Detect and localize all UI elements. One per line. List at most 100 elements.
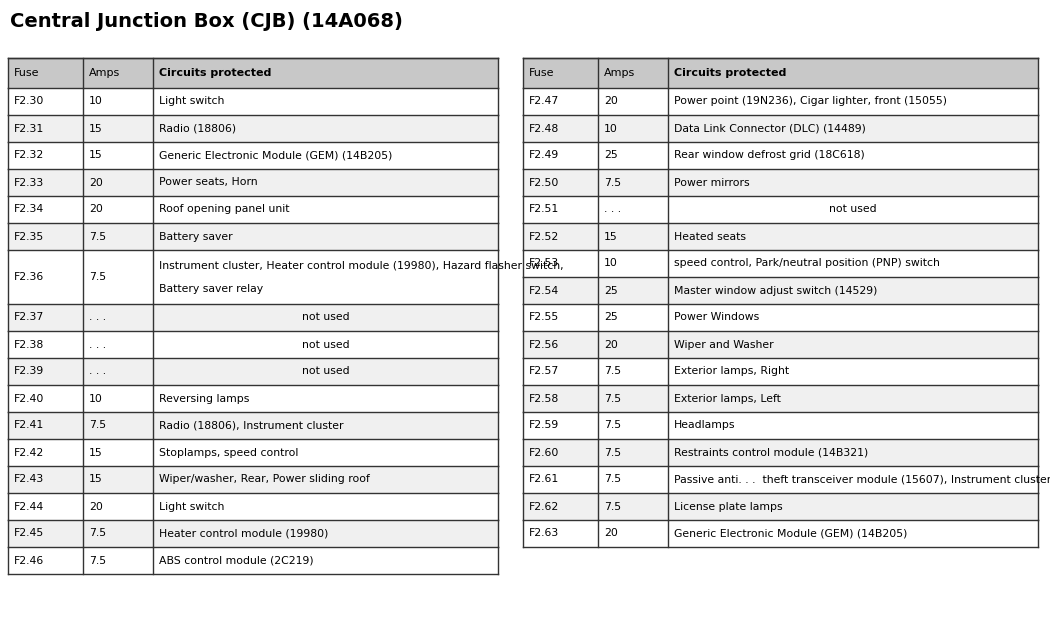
Bar [523, 277, 1038, 304]
Text: F2.31: F2.31 [14, 123, 44, 134]
Text: 20: 20 [89, 178, 103, 188]
Text: F2.35: F2.35 [14, 231, 44, 241]
Bar [8, 520, 498, 547]
Text: F2.61: F2.61 [529, 474, 560, 484]
Text: 7.5: 7.5 [604, 447, 622, 457]
Text: Circuits protected: Circuits protected [674, 68, 786, 78]
Text: 7.5: 7.5 [604, 367, 622, 377]
Text: 15: 15 [604, 231, 617, 241]
Text: F2.32: F2.32 [14, 151, 44, 161]
Text: Power seats, Horn: Power seats, Horn [159, 178, 257, 188]
Text: 7.5: 7.5 [604, 394, 622, 403]
Text: not used: not used [830, 205, 877, 214]
Text: F2.62: F2.62 [529, 501, 560, 512]
Text: F2.48: F2.48 [529, 123, 560, 134]
Text: F2.63: F2.63 [529, 529, 560, 539]
Text: 7.5: 7.5 [89, 231, 106, 241]
Bar [523, 223, 1038, 250]
Text: F2.52: F2.52 [529, 231, 560, 241]
Text: not used: not used [301, 367, 350, 377]
Bar [8, 358, 498, 385]
Text: 15: 15 [89, 123, 103, 134]
Bar [8, 58, 498, 88]
Text: F2.33: F2.33 [14, 178, 44, 188]
Text: 7.5: 7.5 [89, 420, 106, 430]
Bar [8, 331, 498, 358]
Bar [523, 88, 1038, 115]
Bar [8, 196, 498, 223]
Text: F2.49: F2.49 [529, 151, 560, 161]
Text: Power Windows: Power Windows [674, 312, 759, 323]
Bar [523, 115, 1038, 142]
Bar [523, 385, 1038, 412]
Bar [523, 358, 1038, 385]
Text: 20: 20 [89, 205, 103, 214]
Bar [523, 520, 1038, 547]
Text: F2.42: F2.42 [14, 447, 44, 457]
Text: . . .: . . . [89, 340, 106, 350]
Text: Generic Electronic Module (GEM) (14B205): Generic Electronic Module (GEM) (14B205) [674, 529, 907, 539]
Text: Fuse: Fuse [14, 68, 40, 78]
Text: 25: 25 [604, 285, 617, 295]
Text: F2.40: F2.40 [14, 394, 44, 403]
Text: Passive anti. . .  theft transceiver module (15607), Instrument cluster: Passive anti. . . theft transceiver modu… [674, 474, 1050, 484]
Text: . . .: . . . [89, 367, 106, 377]
Text: Radio (18806), Instrument cluster: Radio (18806), Instrument cluster [159, 420, 343, 430]
Text: Wiper and Washer: Wiper and Washer [674, 340, 774, 350]
Text: F2.55: F2.55 [529, 312, 560, 323]
Bar [8, 169, 498, 196]
Bar [523, 58, 1038, 88]
Bar [523, 142, 1038, 169]
Text: . . .: . . . [604, 205, 622, 214]
Text: Power mirrors: Power mirrors [674, 178, 750, 188]
Text: Rear window defrost grid (18C618): Rear window defrost grid (18C618) [674, 151, 865, 161]
Text: F2.59: F2.59 [529, 420, 560, 430]
Bar [8, 412, 498, 439]
Text: 15: 15 [89, 151, 103, 161]
Text: 25: 25 [604, 151, 617, 161]
Bar [8, 547, 498, 574]
Text: 15: 15 [89, 447, 103, 457]
Bar [523, 304, 1038, 331]
Text: 7.5: 7.5 [89, 529, 106, 539]
Text: F2.36: F2.36 [14, 272, 44, 282]
Text: Master window adjust switch (14529): Master window adjust switch (14529) [674, 285, 878, 295]
Bar [523, 493, 1038, 520]
Text: F2.38: F2.38 [14, 340, 44, 350]
Text: F2.37: F2.37 [14, 312, 44, 323]
Text: 20: 20 [89, 501, 103, 512]
Text: F2.34: F2.34 [14, 205, 44, 214]
Bar [523, 331, 1038, 358]
Text: 10: 10 [89, 96, 103, 106]
Text: 7.5: 7.5 [604, 420, 622, 430]
Text: F2.50: F2.50 [529, 178, 560, 188]
Text: F2.45: F2.45 [14, 529, 44, 539]
Bar [8, 439, 498, 466]
Bar [523, 250, 1038, 277]
Text: Amps: Amps [89, 68, 121, 78]
Bar [523, 439, 1038, 466]
Text: F2.51: F2.51 [529, 205, 560, 214]
Text: 25: 25 [604, 312, 617, 323]
Text: Heated seats: Heated seats [674, 231, 746, 241]
Text: 10: 10 [604, 123, 617, 134]
Text: speed control, Park/neutral position (PNP) switch: speed control, Park/neutral position (PN… [674, 258, 940, 268]
Text: Instrument cluster, Heater control module (19980), Hazard flasher switch,: Instrument cluster, Heater control modul… [159, 260, 564, 270]
Text: 10: 10 [604, 258, 617, 268]
Text: Power point (19N236), Cigar lighter, front (15055): Power point (19N236), Cigar lighter, fro… [674, 96, 947, 106]
Text: Stoplamps, speed control: Stoplamps, speed control [159, 447, 298, 457]
Text: Battery saver relay: Battery saver relay [159, 284, 264, 294]
Text: Central Junction Box (CJB) (14A068): Central Junction Box (CJB) (14A068) [10, 12, 403, 31]
Text: Fuse: Fuse [529, 68, 554, 78]
Text: Heater control module (19980): Heater control module (19980) [159, 529, 329, 539]
Text: 15: 15 [89, 474, 103, 484]
Text: Roof opening panel unit: Roof opening panel unit [159, 205, 290, 214]
Text: . . .: . . . [89, 312, 106, 323]
Bar [8, 223, 498, 250]
Bar [523, 412, 1038, 439]
Bar [523, 196, 1038, 223]
Text: 7.5: 7.5 [89, 556, 106, 566]
Text: F2.54: F2.54 [529, 285, 560, 295]
Text: Restraints control module (14B321): Restraints control module (14B321) [674, 447, 868, 457]
Text: F2.60: F2.60 [529, 447, 560, 457]
